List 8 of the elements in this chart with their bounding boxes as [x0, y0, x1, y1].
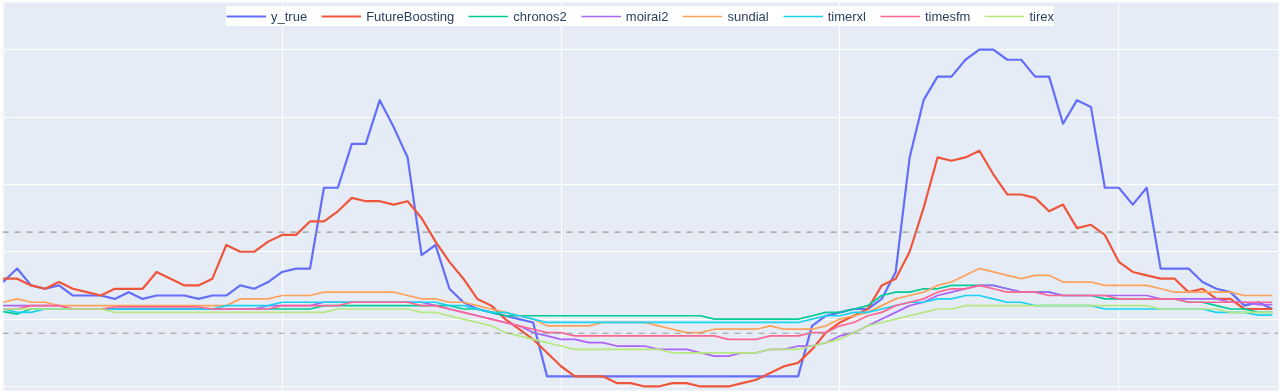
legend-label: timesfm — [924, 8, 971, 24]
legend-label: timerxl — [827, 8, 866, 24]
legend-label: FutureBoosting — [366, 8, 455, 24]
legend-label: moirai2 — [625, 8, 669, 24]
legend-label: sundial — [727, 8, 769, 24]
legend-label: chronos2 — [513, 8, 567, 24]
legend-label: y_true — [271, 8, 308, 24]
legend-label: tirex — [1029, 8, 1054, 24]
